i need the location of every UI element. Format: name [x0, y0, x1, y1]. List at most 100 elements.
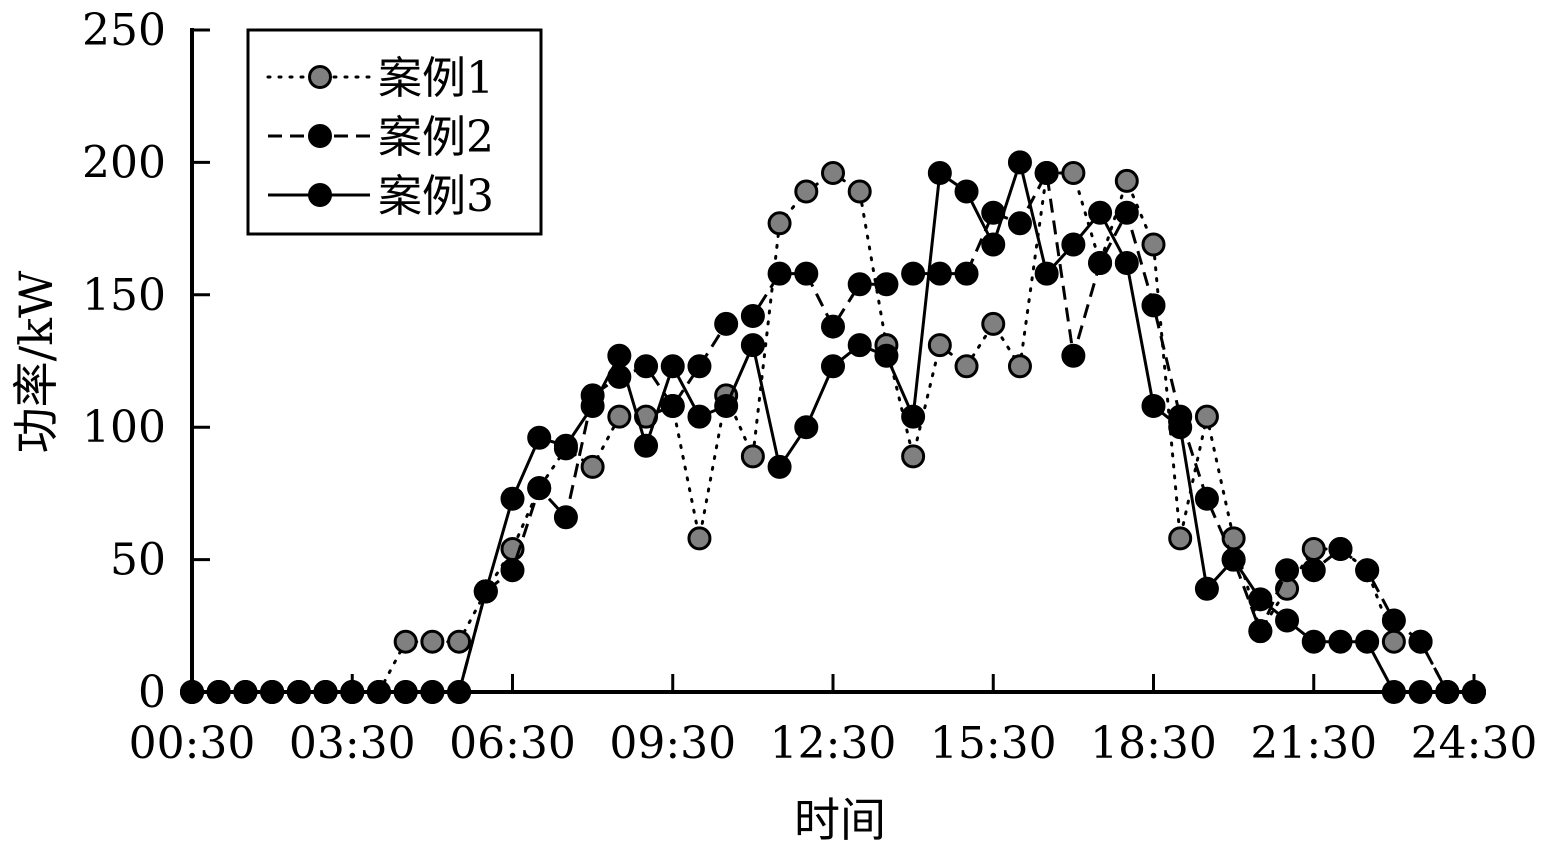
data-point [740, 303, 765, 328]
data-point [767, 211, 792, 236]
data-point [1194, 576, 1219, 601]
legend-label: 案例2 [378, 112, 494, 163]
data-point [473, 579, 498, 604]
data-point [1328, 629, 1353, 654]
y-tick-label: 50 [110, 535, 166, 586]
data-point [1061, 160, 1086, 185]
data-point [901, 261, 926, 286]
data-point [1301, 629, 1326, 654]
legend-marker [308, 183, 332, 207]
data-point [1007, 211, 1032, 236]
data-point [1088, 251, 1113, 276]
data-point [233, 680, 258, 704]
data-point [607, 343, 632, 368]
data-point [420, 629, 445, 654]
data-point [927, 261, 952, 286]
data-point [420, 680, 445, 704]
x-tick-label: 18:30 [1090, 718, 1217, 769]
data-point [1088, 200, 1113, 225]
legend-box [246, 28, 543, 236]
data-point [794, 261, 819, 286]
data-point [607, 404, 632, 429]
data-point [740, 333, 765, 358]
data-point [500, 486, 525, 511]
data-point [660, 394, 685, 419]
x-tick-label: 15:30 [930, 718, 1057, 769]
data-point [821, 354, 845, 379]
data-point [821, 160, 845, 185]
data-point [1114, 168, 1139, 193]
data-point [527, 476, 552, 501]
x-tick-label: 00:30 [129, 718, 256, 769]
data-point [580, 454, 605, 479]
data-point [687, 354, 712, 379]
y-tick-label: 0 [138, 667, 166, 718]
data-point [954, 179, 979, 204]
data-point [954, 261, 979, 286]
data-point [874, 272, 899, 297]
data-point [687, 404, 712, 429]
data-point [1275, 608, 1300, 633]
series-layer [180, 150, 1486, 704]
data-point [1007, 354, 1032, 379]
data-point [366, 680, 391, 704]
legend: 案例1 案例2 案例3 [246, 28, 543, 236]
data-point [634, 433, 659, 458]
axes: 0 50 100 150 200 250 00:30 03:30 06:30 09:30 12:30… [82, 5, 1537, 769]
data-point [553, 505, 578, 530]
data-point [393, 629, 418, 654]
data-point [1408, 680, 1433, 704]
data-point [393, 680, 418, 704]
data-point [634, 354, 659, 379]
data-point [981, 311, 1006, 336]
data-point [447, 680, 472, 704]
data-point [1141, 232, 1166, 257]
data-point [553, 433, 578, 458]
data-point [1194, 486, 1219, 511]
data-point [1301, 558, 1326, 583]
data-point [660, 354, 685, 379]
data-point [767, 454, 792, 479]
series-3 [180, 150, 1486, 704]
data-point [794, 179, 819, 204]
x-tick-label: 12:30 [770, 718, 897, 769]
data-point [1355, 558, 1380, 583]
data-point [1141, 394, 1166, 419]
data-point [687, 526, 712, 551]
legend-marker [308, 124, 332, 148]
data-point [927, 160, 952, 185]
x-tick-label: 09:30 [609, 718, 736, 769]
data-point [180, 680, 204, 704]
data-point [901, 404, 926, 429]
y-tick-label: 100 [82, 402, 166, 453]
data-point [260, 680, 285, 704]
x-tick-label: 24:30 [1411, 718, 1538, 769]
data-point [714, 394, 739, 419]
data-point [847, 272, 872, 297]
data-point [447, 629, 472, 654]
data-point [1301, 537, 1326, 562]
data-point [286, 680, 311, 704]
data-point [1114, 251, 1139, 276]
data-point [794, 415, 819, 440]
data-point [981, 232, 1006, 257]
data-point [1435, 680, 1460, 704]
x-tick-label: 06:30 [449, 718, 576, 769]
data-point [1007, 150, 1032, 175]
data-point [1194, 404, 1219, 429]
data-point [767, 261, 792, 286]
data-point [1221, 547, 1246, 572]
y-tick-label: 250 [82, 5, 166, 56]
data-point [1381, 608, 1406, 633]
data-point [1034, 160, 1059, 185]
data-point [527, 425, 552, 450]
data-point [1381, 680, 1406, 704]
data-point [847, 333, 872, 358]
data-point [206, 680, 231, 704]
data-point [901, 444, 926, 469]
data-point [1061, 343, 1086, 368]
data-point [1381, 629, 1406, 654]
y-tick-label: 200 [82, 137, 166, 188]
legend-label: 案例3 [378, 171, 494, 222]
